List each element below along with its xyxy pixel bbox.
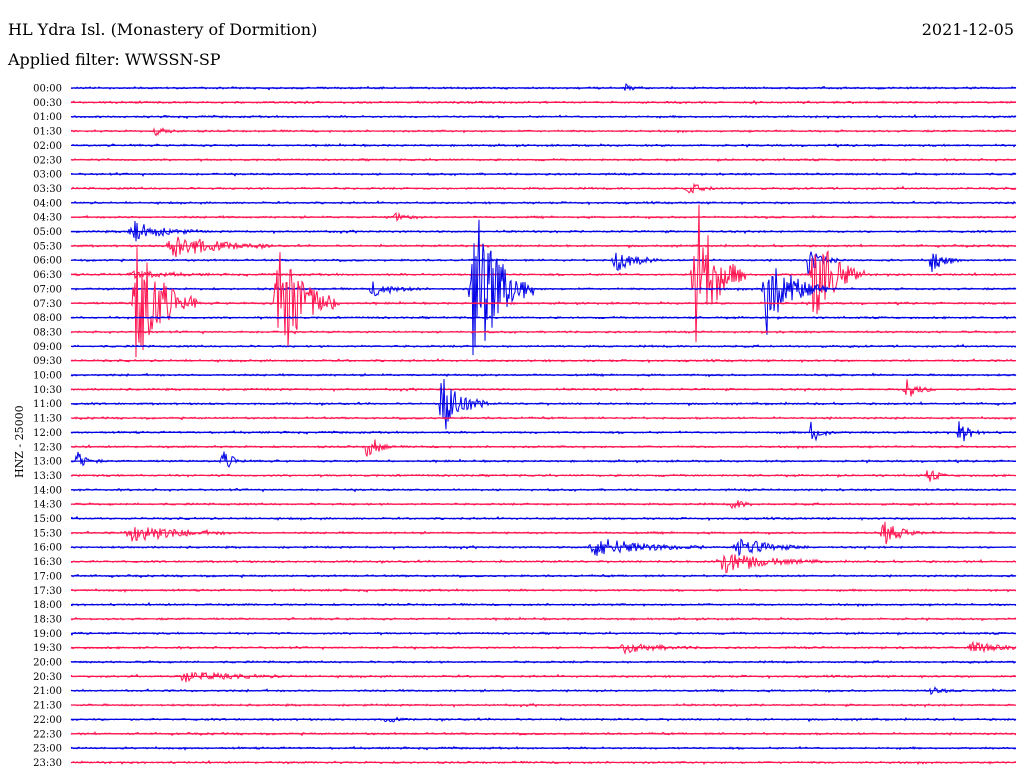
time-tick-label: 01:00 xyxy=(33,112,62,123)
trace-line xyxy=(70,236,1017,258)
time-tick-label: 13:00 xyxy=(33,457,62,468)
trace-line xyxy=(70,421,1017,442)
time-tick-label: 20:00 xyxy=(33,658,62,669)
time-tick-label: 00:30 xyxy=(33,98,62,109)
time-tick-label: 20:30 xyxy=(33,672,62,683)
time-tick-label: 23:30 xyxy=(33,758,62,769)
time-tick-label: 01:30 xyxy=(33,127,62,138)
trace-line xyxy=(70,379,1017,397)
time-tick-label: 21:30 xyxy=(33,701,62,712)
time-tick-label: 10:30 xyxy=(33,385,62,396)
trace-line xyxy=(70,219,1017,356)
time-tick-label: 10:00 xyxy=(33,371,62,382)
time-tick-label: 22:30 xyxy=(33,729,62,740)
time-tick-label: 06:30 xyxy=(33,270,62,281)
time-tick-label: 09:30 xyxy=(33,356,62,367)
time-tick-label: 21:00 xyxy=(33,686,62,697)
time-tick-label: 07:30 xyxy=(33,299,62,310)
time-tick-label: 03:00 xyxy=(33,170,62,181)
plot-date: 2021-12-05 xyxy=(921,20,1014,39)
time-tick-label: 05:00 xyxy=(33,227,62,238)
time-tick-label: 16:00 xyxy=(33,543,62,554)
time-tick-label: 08:30 xyxy=(33,327,62,338)
time-tick-label: 19:00 xyxy=(33,629,62,640)
time-tick-label: 15:00 xyxy=(33,514,62,525)
trace-line xyxy=(70,83,1017,92)
time-tick-label: 17:00 xyxy=(33,571,62,582)
time-tick-label: 12:00 xyxy=(33,428,62,439)
time-tick-label: 18:30 xyxy=(33,614,62,625)
time-tick-label: 06:00 xyxy=(33,256,62,267)
time-tick-label: 16:30 xyxy=(33,557,62,568)
time-tick-label: 12:30 xyxy=(33,442,62,453)
time-tick-label: 18:00 xyxy=(33,600,62,611)
time-tick-label: 00:00 xyxy=(33,84,62,95)
trace-line xyxy=(70,251,1017,275)
trace-line xyxy=(70,127,1017,137)
time-tick-label: 11:00 xyxy=(33,399,62,410)
time-tick-label: 04:00 xyxy=(33,198,62,209)
time-tick-label: 15:30 xyxy=(33,528,62,539)
filter-label: Applied filter: WWSSN-SP xyxy=(8,50,221,69)
trace-line xyxy=(70,247,1017,358)
time-tick-label: 05:30 xyxy=(33,241,62,252)
time-tick-label: 07:00 xyxy=(33,284,62,295)
time-tick-label: 11:30 xyxy=(33,414,62,425)
time-tick-label: 08:00 xyxy=(33,313,62,324)
time-ticks-group: 00:00 00:30 01:00 01:30 02:00 02:30 03:00 03:30… xyxy=(33,84,62,769)
time-tick-label: 02:30 xyxy=(33,155,62,166)
time-tick-label: 14:00 xyxy=(33,485,62,496)
time-tick-label: 17:30 xyxy=(33,586,62,597)
time-tick-label: 04:30 xyxy=(33,213,62,224)
trace-line xyxy=(70,553,1017,574)
station-title: HL Ydra Isl. (Monastery of Dormition) xyxy=(8,20,318,39)
traces-group xyxy=(70,83,1017,766)
trace-line xyxy=(70,451,1016,468)
time-tick-label: 22:00 xyxy=(33,715,62,726)
time-tick-label: 09:00 xyxy=(33,342,62,353)
time-tick-label: 23:00 xyxy=(33,744,62,755)
trace-line xyxy=(70,204,1017,343)
time-tick-label: 19:30 xyxy=(33,643,62,654)
trace-line xyxy=(70,439,1017,457)
time-tick-label: 02:00 xyxy=(33,141,62,152)
time-tick-label: 14:30 xyxy=(33,500,62,511)
trace-line xyxy=(70,671,1017,683)
time-tick-label: 13:30 xyxy=(33,471,62,482)
time-tick-label: 03:30 xyxy=(33,184,62,195)
